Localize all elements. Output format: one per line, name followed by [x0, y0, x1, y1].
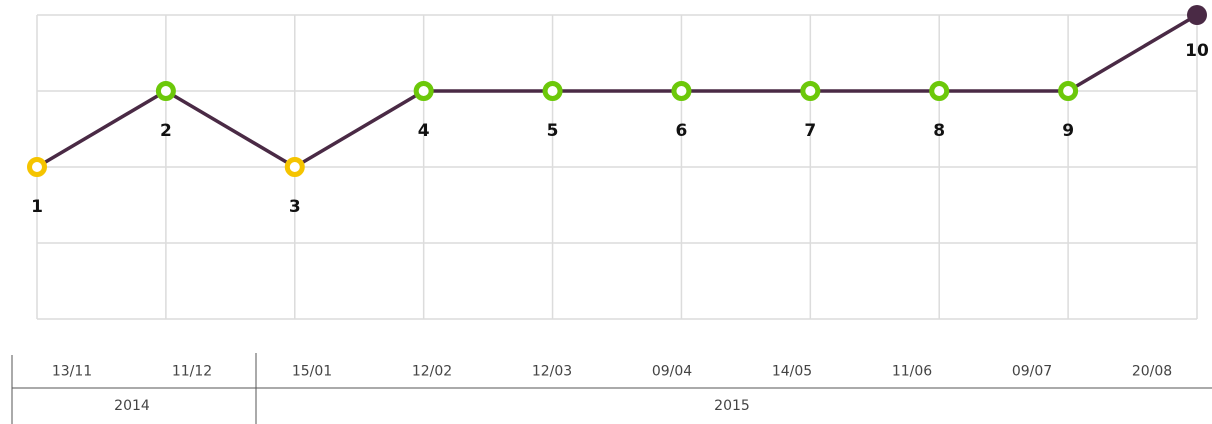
- year-label: 2014: [114, 398, 150, 414]
- point-label: 6: [676, 121, 688, 141]
- x-tick-label: 11/06: [892, 364, 932, 380]
- point-marker: [929, 81, 950, 101]
- x-tick-label: 13/11: [52, 364, 92, 380]
- point-label: 8: [933, 121, 945, 141]
- point-label: 3: [289, 197, 301, 217]
- x-tick-label: 15/01: [292, 364, 332, 380]
- point-label: 7: [804, 121, 816, 141]
- point-marker: [1058, 81, 1079, 101]
- x-tick-label: 20/08: [1132, 364, 1172, 380]
- point-marker: [155, 81, 176, 101]
- x-tick-label: 09/07: [1012, 364, 1052, 380]
- x-tick-label: 12/03: [532, 364, 572, 380]
- point-label: 5: [547, 121, 559, 141]
- point-label: 10: [1185, 41, 1209, 61]
- point-label: 4: [418, 121, 430, 141]
- x-tick-label: 11/12: [172, 364, 212, 380]
- x-tick-label: 14/05: [772, 364, 812, 380]
- point-label: 9: [1062, 121, 1074, 141]
- point-marker: [671, 81, 692, 101]
- point-marker: [284, 157, 305, 177]
- point-marker: [413, 81, 434, 101]
- point-label: 2: [160, 121, 172, 141]
- point-marker: [27, 157, 47, 177]
- point-marker: [1187, 5, 1207, 25]
- point-marker: [800, 81, 821, 101]
- x-tick-label: 09/04: [652, 364, 692, 380]
- year-label: 2015: [714, 398, 750, 414]
- point-label: 1: [31, 197, 43, 217]
- series-line: [36, 13, 1198, 170]
- point-marker: [542, 81, 563, 101]
- x-tick-label: 12/02: [412, 364, 452, 380]
